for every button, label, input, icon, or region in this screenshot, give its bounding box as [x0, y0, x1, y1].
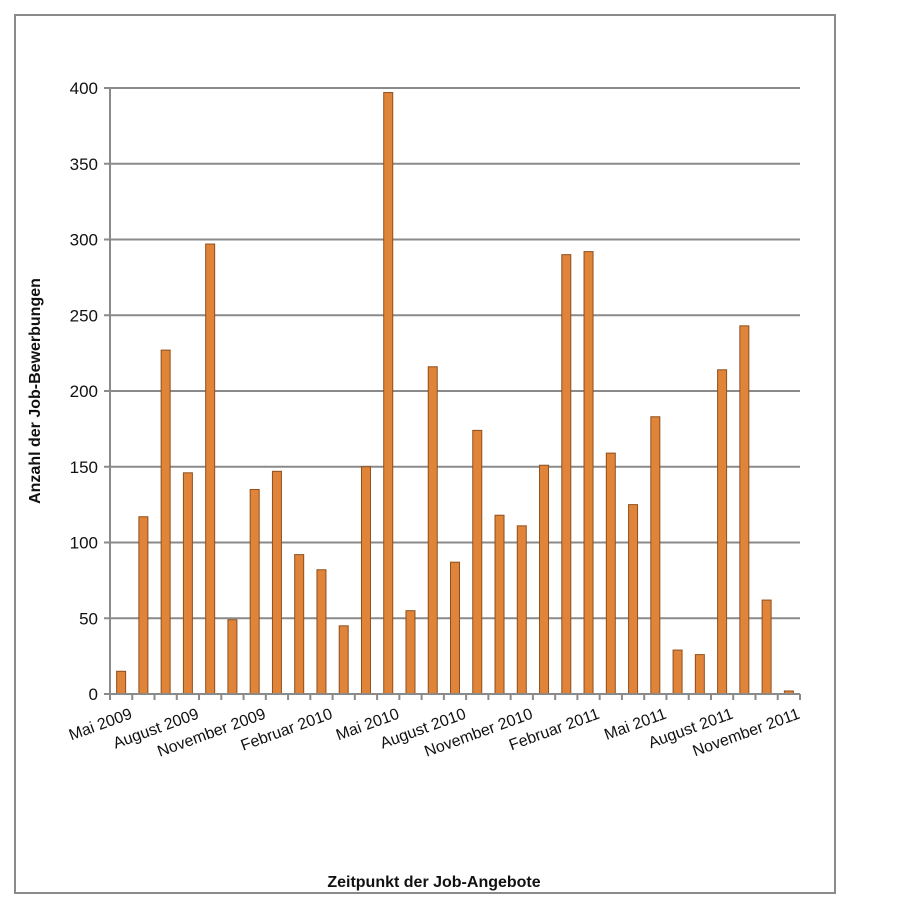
bar — [383, 92, 394, 695]
axes — [104, 87, 801, 700]
bar — [338, 625, 349, 695]
y-tick-label: 250 — [70, 306, 98, 325]
x-axis-title: Zeitpunkt der Job-Angebote — [327, 874, 540, 891]
y-tick-label: 350 — [70, 155, 98, 174]
bar — [472, 429, 483, 695]
y-tick-label: 200 — [70, 382, 98, 401]
bar — [427, 366, 438, 695]
bar — [494, 514, 505, 695]
y-tick-label: 100 — [70, 534, 98, 553]
bars — [116, 92, 794, 695]
y-tick-label: 300 — [70, 231, 98, 250]
bar — [583, 251, 594, 695]
bar — [160, 349, 171, 695]
bar — [249, 488, 260, 695]
bar — [539, 464, 550, 695]
bar — [450, 561, 460, 695]
chart-frame — [14, 14, 836, 894]
y-tick-label: 150 — [70, 458, 98, 477]
gridlines — [110, 87, 800, 620]
bar — [294, 554, 305, 695]
bar — [605, 452, 616, 695]
bar — [650, 416, 661, 695]
bar — [205, 243, 216, 695]
bar — [116, 670, 127, 695]
bar — [761, 599, 772, 695]
y-tick-label: 50 — [79, 609, 98, 628]
bar — [516, 525, 527, 695]
bar — [717, 369, 728, 695]
bar — [360, 466, 371, 695]
bar — [182, 472, 193, 695]
bar — [316, 569, 327, 695]
y-axis-title: Anzahl der Job-Bewerbungen — [27, 278, 44, 504]
bar — [138, 516, 149, 695]
bar — [227, 619, 238, 695]
y-tick-label: 0 — [89, 685, 98, 704]
bar — [694, 654, 705, 695]
bar — [628, 504, 639, 695]
y-tick-label: 400 — [70, 79, 98, 98]
bar — [405, 610, 416, 695]
bar — [271, 470, 282, 695]
bar — [672, 649, 683, 695]
bar — [561, 254, 572, 695]
bar — [739, 325, 750, 695]
y-tick-labels: 0 50 100 150 200 250 300 350 400 — [70, 79, 98, 704]
